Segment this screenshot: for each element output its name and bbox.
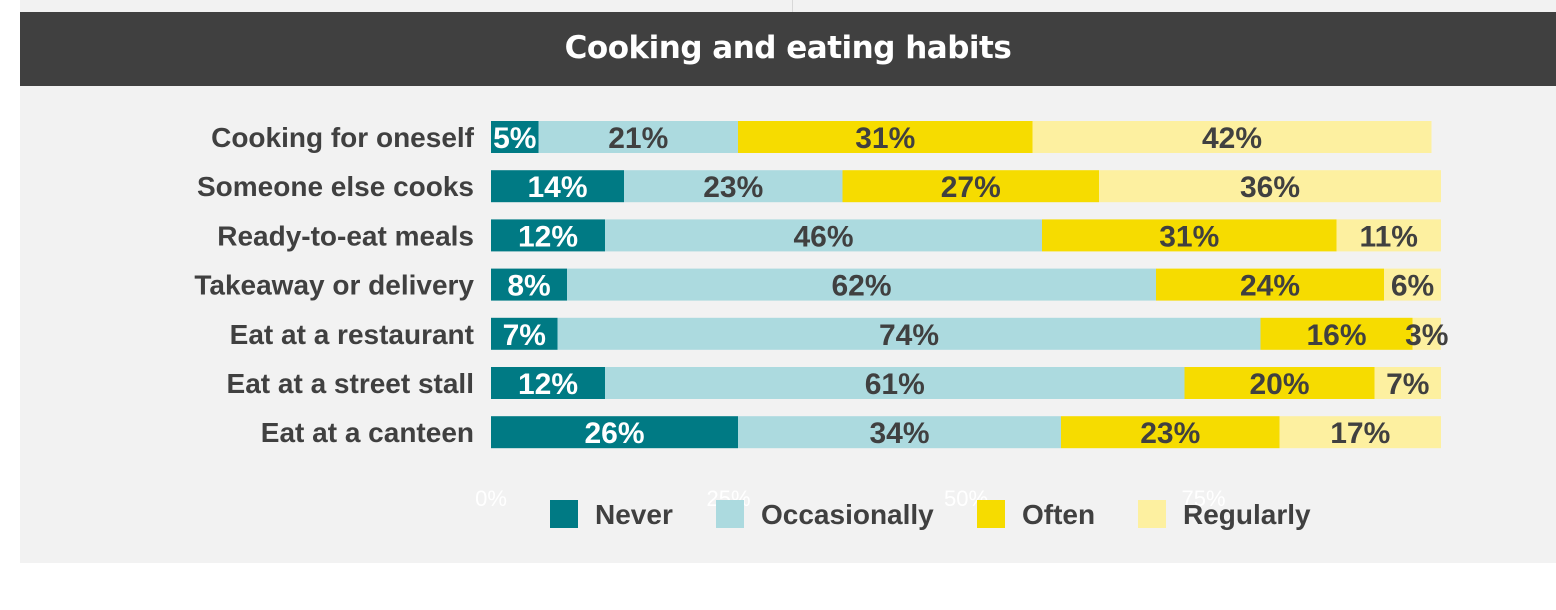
legend-swatch (977, 500, 1005, 528)
bar-segment-regularly (1336, 219, 1441, 252)
data-label: 36% (1240, 171, 1300, 204)
x-axis-ticks: 0% 25% 50% 75% (475, 486, 1225, 511)
bar-segment-occasionally (538, 121, 738, 153)
bar-segment-occasionally (605, 219, 1042, 252)
bar-segment-never (491, 317, 558, 350)
category-label: Someone else cooks (197, 171, 474, 202)
data-label: 27% (941, 171, 1001, 204)
bar-segment-occasionally (624, 170, 843, 203)
bar-row: 12% 61% 20% 7% (491, 367, 1441, 401)
category-label: Takeaway or delivery (194, 270, 474, 301)
bar-segment-occasionally (738, 416, 1061, 449)
bar-segment-never (491, 170, 624, 203)
bar-segment-regularly (1279, 416, 1441, 449)
category-label: Eat at a restaurant (230, 319, 474, 350)
category-label: Cooking for oneself (211, 122, 475, 153)
bar-segment-often (1061, 416, 1280, 449)
top-strip (20, 0, 1556, 12)
bar-row: 5% 21% 31% 42% (491, 121, 1432, 155)
data-label: 21% (608, 122, 668, 155)
bar-segment-often (1184, 367, 1375, 399)
data-label: 42% (1202, 122, 1262, 155)
category-label: Ready-to-eat meals (217, 220, 474, 251)
data-label: 7% (503, 319, 546, 352)
bar-row: 8% 62% 24% 6% (491, 268, 1441, 303)
bar-segment-often (1042, 219, 1337, 252)
bar-segment-occasionally (557, 317, 1261, 350)
legend-label: Occasionally (761, 499, 934, 530)
bar-segment-never (491, 416, 738, 449)
legend-item-often: Often (977, 499, 1095, 530)
data-label: 17% (1330, 417, 1390, 450)
bar-segment-regularly (1412, 317, 1441, 350)
bar-row: 12% 46% 31% 11% (491, 219, 1441, 253)
data-label: 16% (1306, 319, 1366, 352)
legend-label: Regularly (1183, 499, 1311, 530)
bar-segment-regularly (1032, 121, 1432, 153)
category-label: Eat at a street stall (227, 368, 474, 399)
data-label: 20% (1249, 368, 1309, 401)
data-label: 62% (831, 270, 891, 303)
bar-row: 7% 74% 16% 3% (491, 317, 1448, 352)
bar-row: 26% 34% 23% 17% (491, 416, 1441, 450)
legend-label: Never (595, 499, 673, 530)
x-tick-label: 0% (475, 486, 507, 511)
legend: Never Occasionally Often Regularly (550, 499, 1311, 530)
bar-segment-never (491, 121, 539, 153)
data-label: 8% (507, 270, 550, 303)
legend-label: Often (1022, 499, 1095, 530)
data-label: 23% (1140, 417, 1200, 450)
legend-item-regularly: Regularly (1138, 499, 1311, 530)
data-label: 31% (1159, 220, 1219, 253)
bar-segment-often (1156, 268, 1384, 301)
bar-segment-often (842, 170, 1099, 203)
data-label: 74% (879, 319, 939, 352)
category-label: Eat at a canteen (261, 417, 474, 448)
top-divider (792, 0, 793, 12)
data-label: 12% (518, 220, 578, 253)
legend-item-never: Never (550, 499, 673, 530)
data-label: 26% (584, 417, 644, 450)
bar-segment-often (738, 121, 1033, 153)
bar-segment-occasionally (605, 367, 1185, 399)
data-label: 61% (865, 368, 925, 401)
data-label: 46% (793, 220, 853, 253)
data-label: 24% (1240, 270, 1300, 303)
data-label: 23% (703, 171, 763, 204)
data-label: 5% (493, 122, 536, 155)
data-label: 34% (869, 417, 929, 450)
data-label: 31% (855, 122, 915, 155)
bar-segment-regularly (1374, 367, 1441, 399)
chart-title: Cooking and eating habits (564, 30, 1012, 66)
data-label: 11% (1360, 220, 1418, 253)
data-label: 7% (1386, 368, 1429, 401)
legend-swatch (716, 500, 744, 528)
data-label: 14% (527, 171, 587, 204)
bar-segment-regularly (1384, 268, 1441, 301)
bar-segment-never (491, 268, 567, 301)
bar-segment-never (491, 219, 605, 252)
data-label: 6% (1391, 270, 1434, 303)
x-tick-label: 75% (1181, 486, 1225, 511)
chart-header: Cooking and eating habits (20, 12, 1556, 86)
bar-segment-never (491, 367, 605, 399)
category-labels: Cooking for oneself Someone else cooks Rea… (194, 122, 474, 448)
legend-swatch (550, 500, 578, 528)
bar-segment-occasionally (567, 268, 1156, 301)
bar-row: 14% 23% 27% 36% (491, 170, 1441, 204)
bar-group: 5% 21% 31% 42% 14% 23% 27% 36% 12% 46% 31% 11% 8% 62%… (491, 121, 1448, 450)
bar-segment-often (1260, 317, 1413, 350)
bar-segment-regularly (1099, 170, 1441, 203)
legend-swatch (1138, 500, 1166, 528)
legend-item-occasionally: Occasionally (716, 499, 934, 530)
data-label: 12% (518, 368, 578, 401)
data-label: 3% (1405, 319, 1448, 352)
